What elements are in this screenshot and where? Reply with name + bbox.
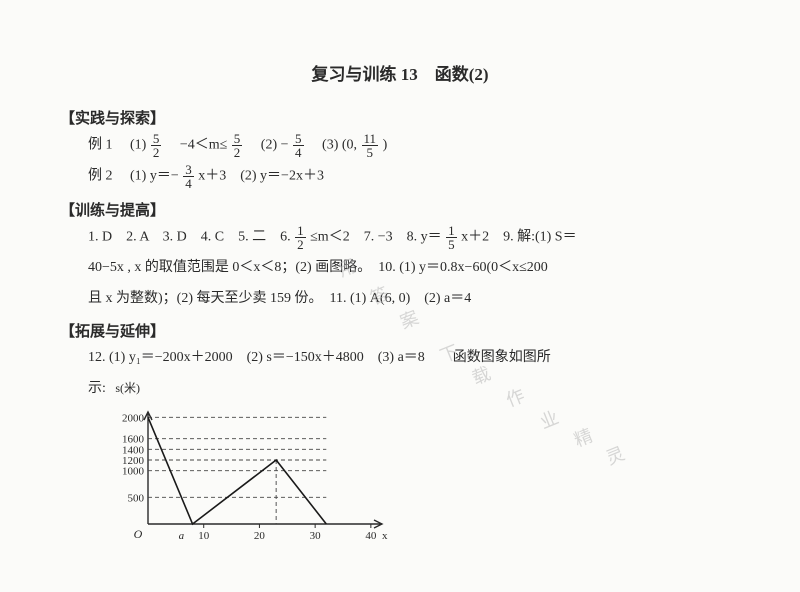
frac-11-5: 115	[362, 132, 379, 159]
example-1-line: 例 1 (1) 52 −4＜m≤ 52 (2) − 54 (3) (0, 115…	[88, 132, 740, 159]
page: 复习与训练 13 函数(2) 【实践与探索】 例 1 (1) 52 −4＜m≤ …	[0, 0, 800, 561]
train-l1a: 1. D 2. A 3. D 4. C 5. 二 6.	[88, 229, 294, 244]
chart: 500 1000120014001600 2000 10 20 30 40 a Ox(分钟)	[108, 406, 740, 551]
section-ext-head: 【拓展与延伸】	[60, 320, 740, 341]
svg-text:2000: 2000	[122, 413, 145, 425]
chart-svg: 500 1000120014001600 2000 10 20 30 40 a Ox(分钟)	[108, 406, 388, 546]
train-l1c: x＋2 9. 解:(1) S＝	[461, 229, 577, 244]
ex1-p1b: −4＜m≤	[180, 138, 227, 153]
frac-1-2: 12	[295, 224, 306, 251]
frac-1-5: 15	[446, 224, 457, 251]
svg-text:1400: 1400	[122, 445, 145, 457]
ext-line-2: 示: s(米)	[88, 376, 740, 403]
ex2-p1b: x＋3 (2) y＝−2x＋3	[198, 169, 324, 184]
frac-5-2a: 52	[151, 132, 162, 159]
svg-text:20: 20	[254, 530, 266, 542]
page-title: 复习与训练 13 函数(2)	[60, 60, 740, 85]
ex2-label: 例 2	[88, 169, 113, 184]
frac-5-4: 54	[293, 132, 304, 159]
svg-text:a: a	[179, 530, 185, 542]
ext-line-1: 12. (1) y₁＝−200x＋2000 (2) s＝−150x＋4800 (…	[88, 345, 740, 372]
train-line-1: 1. D 2. A 3. D 4. C 5. 二 6. 12 ≤m＜2 7. −…	[88, 224, 740, 251]
section-practice-head: 【实践与探索】	[60, 107, 740, 128]
svg-text:1000: 1000	[122, 466, 145, 478]
svg-text:30: 30	[310, 530, 322, 542]
frac-3-4: 34	[183, 163, 194, 190]
ex1-p1a: (1)	[130, 138, 146, 153]
ex1-p3: (3) (0,	[322, 138, 357, 153]
ex1-p3b: )	[383, 138, 388, 153]
svg-text:x(分钟): x(分钟)	[382, 528, 388, 542]
train-line-3: 且 x 为整数)；(2) 每天至少卖 159 份。 11. (1) A(6, 0…	[88, 286, 740, 313]
svg-text:10: 10	[198, 530, 210, 542]
frac-5-2b: 52	[232, 132, 243, 159]
section-train-head: 【训练与提高】	[60, 199, 740, 220]
example-2-line: 例 2 (1) y＝− 34 x＋3 (2) y＝−2x＋3	[88, 163, 740, 190]
svg-text:O: O	[134, 527, 143, 541]
ex1-label: 例 1	[88, 138, 113, 153]
svg-text:1600: 1600	[122, 434, 145, 446]
ex2-p1: (1) y＝−	[130, 169, 179, 184]
train-l1b: ≤m＜2 7. −3 8. y＝	[310, 229, 441, 244]
svg-text:1200: 1200	[122, 455, 145, 467]
train-line-2: 40−5x , x 的取值范围是 0＜x＜8；(2) 画图略。 10. (1) …	[88, 255, 740, 282]
y-axis-label: s(米)	[115, 381, 140, 395]
ext-l2-text: 示:	[88, 381, 106, 396]
svg-text:500: 500	[128, 493, 145, 505]
ex1-p2: (2) −	[261, 138, 289, 153]
svg-text:40: 40	[365, 530, 377, 542]
